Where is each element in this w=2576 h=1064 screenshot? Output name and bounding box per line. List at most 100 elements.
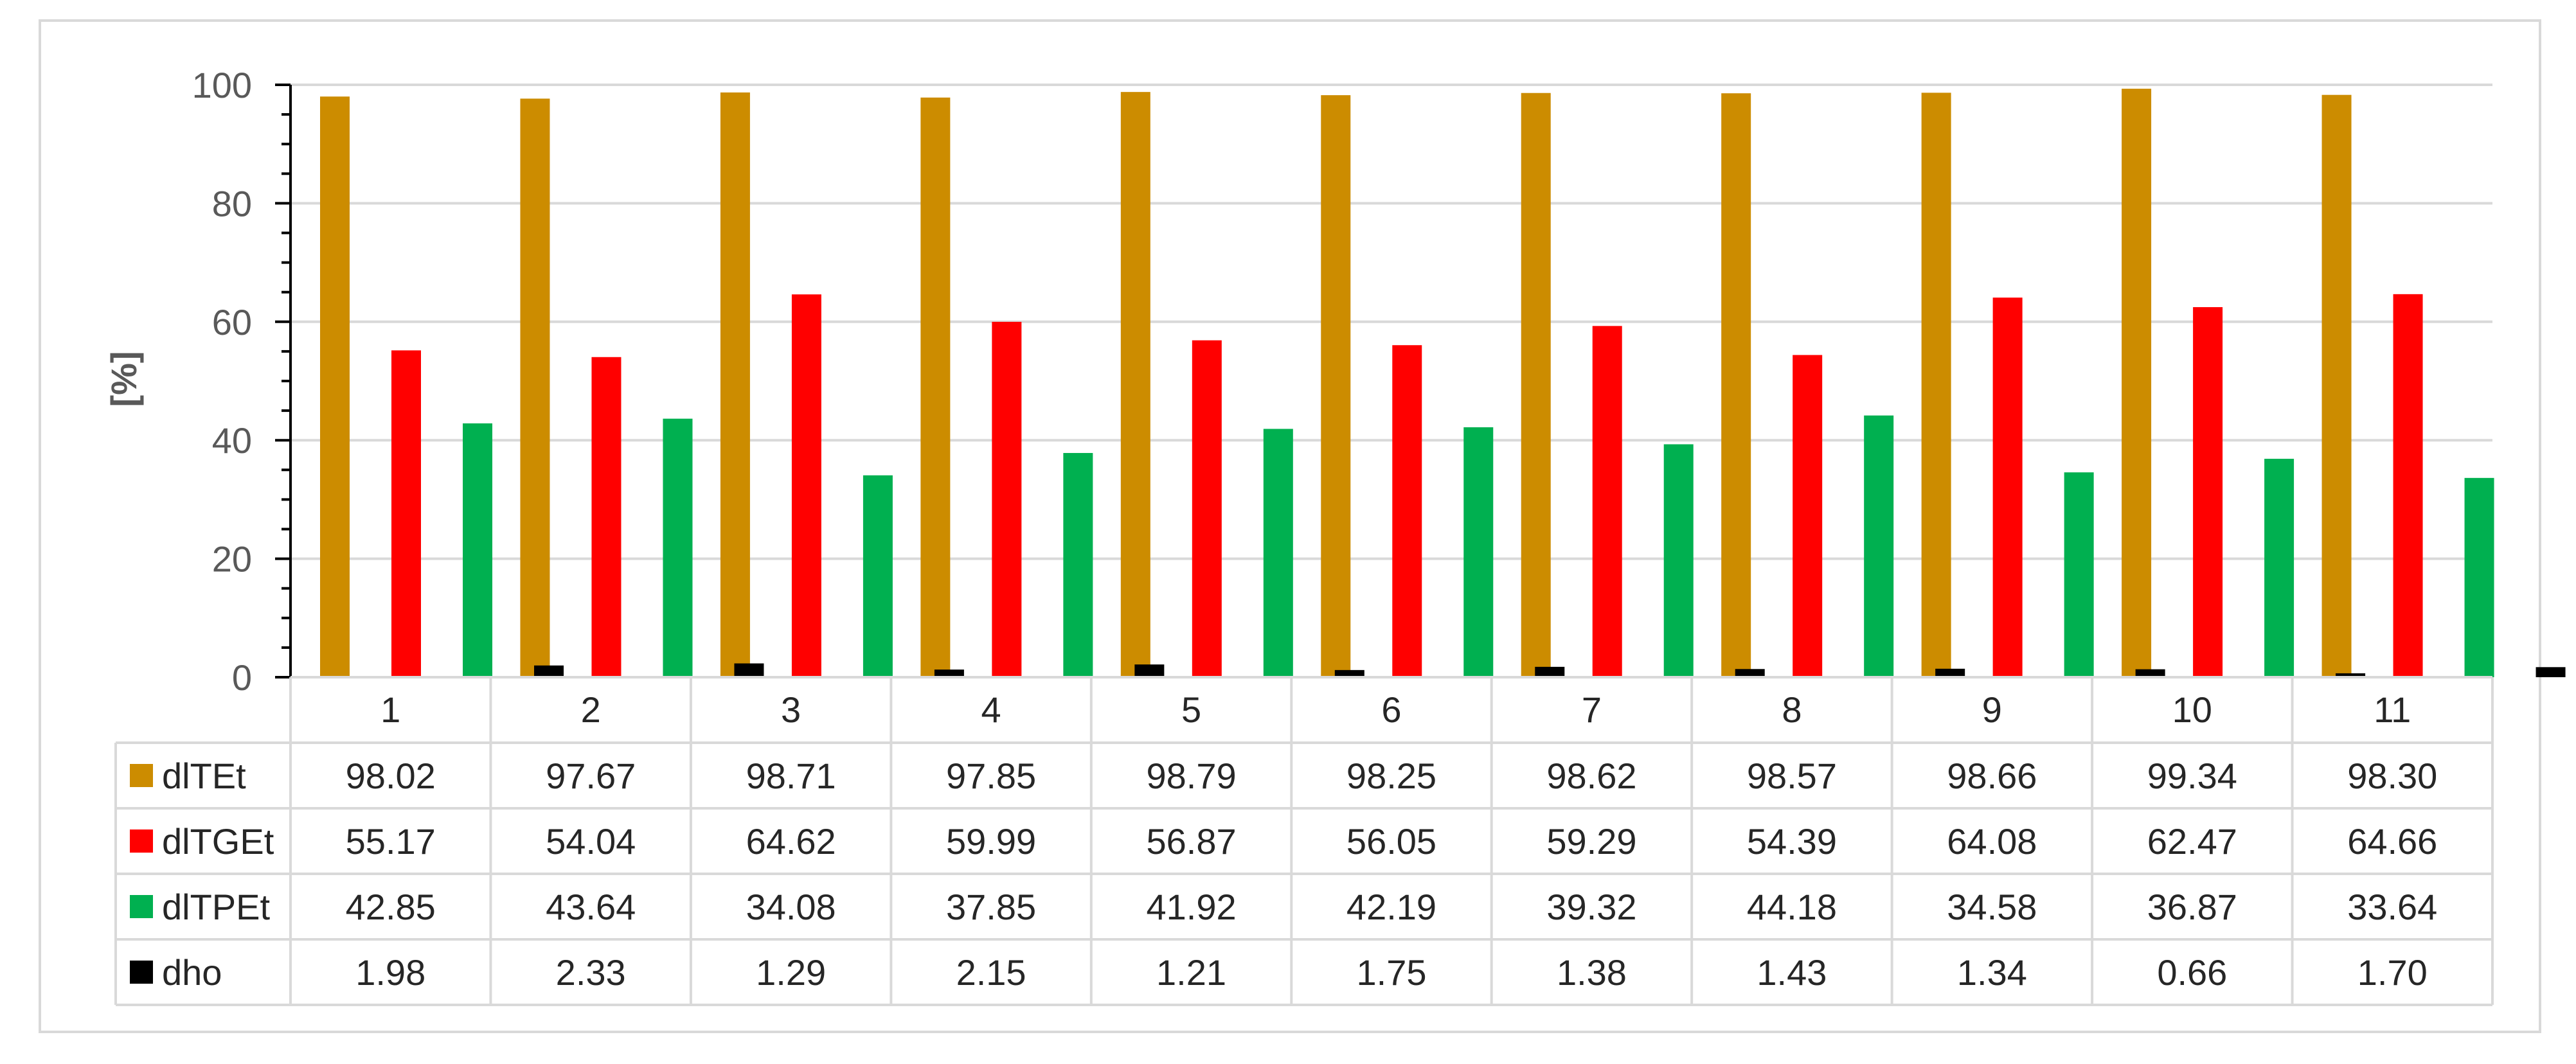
y-tick-label: 40 — [212, 420, 252, 461]
y-axis-label: [%] — [103, 351, 144, 407]
x-tick-label: 4 — [981, 689, 1001, 730]
data-label-dlTPEt-2: 43.64 — [546, 887, 636, 927]
bar-dlTPEt-4 — [1063, 453, 1093, 677]
data-label-dho-2: 2.33 — [556, 952, 626, 993]
bar-dlTEt-4 — [920, 97, 951, 677]
bar-dlTEt-8 — [1721, 93, 1751, 678]
data-label-dho-10: 0.66 — [2157, 952, 2227, 993]
data-label-dlTPEt-7: 39.32 — [1546, 887, 1636, 927]
data-label-dlTPEt-1: 42.85 — [346, 887, 436, 927]
bar-dho-8 — [1935, 668, 1965, 677]
data-label-dlTPEt-10: 36.87 — [2147, 887, 2237, 927]
x-tick-label: 10 — [2172, 689, 2212, 730]
data-label-dho-3: 1.29 — [756, 952, 826, 993]
bar-dlTEt-2 — [520, 98, 550, 677]
bar-dlTGEt-5 — [1192, 340, 1222, 677]
data-label-dlTPEt-8: 44.18 — [1747, 887, 1837, 927]
x-tick-label: 3 — [781, 689, 801, 730]
bar-dlTEt-9 — [1921, 93, 1951, 677]
data-label-dho-9: 1.34 — [1957, 952, 2027, 993]
bars — [320, 89, 2566, 678]
bar-dho-7 — [1735, 669, 1765, 677]
legend-label-dlTPEt: dlTPEt — [162, 887, 270, 927]
data-label-dlTEt-7: 98.62 — [1546, 756, 1636, 796]
bar-dlTEt-5 — [1120, 92, 1150, 678]
bar-dlTGEt-3 — [791, 294, 821, 677]
data-label-dlTEt-2: 97.67 — [546, 756, 636, 796]
data-label-dlTGEt-8: 54.39 — [1747, 821, 1837, 862]
data-label-dlTEt-10: 99.34 — [2147, 756, 2237, 796]
bar-dlTEt-10 — [2122, 89, 2152, 677]
data-label-dlTEt-9: 98.66 — [1947, 756, 2037, 796]
bar-dlTPEt-6 — [1463, 427, 1494, 677]
bar-dlTGEt-4 — [992, 321, 1022, 677]
data-label-dlTEt-4: 97.85 — [946, 756, 1036, 796]
legend-label-dho: dho — [162, 952, 222, 993]
y-tick-label: 60 — [212, 302, 252, 342]
bar-dlTPEt-7 — [1663, 444, 1694, 677]
legend-label-dlTEt: dlTEt — [162, 756, 246, 796]
bar-dho-9 — [2135, 669, 2165, 677]
y-tick-label: 80 — [212, 183, 252, 224]
bar-dlTEt-6 — [1321, 95, 1351, 677]
bar-dho-10 — [2336, 673, 2366, 677]
bar-dlTGEt-10 — [2193, 307, 2223, 677]
data-label-dho-7: 1.38 — [1557, 952, 1627, 993]
bar-dlTGEt-9 — [1992, 297, 2023, 678]
x-tick-label: 2 — [581, 689, 601, 730]
data-label-dho-5: 1.21 — [1156, 952, 1226, 993]
data-label-dlTEt-1: 98.02 — [346, 756, 436, 796]
x-tick-label: 8 — [1782, 689, 1802, 730]
data-label-dlTGEt-10: 62.47 — [2147, 821, 2237, 862]
data-label-dlTEt-8: 98.57 — [1747, 756, 1837, 796]
bar-dho-2 — [734, 663, 764, 677]
bar-dho-1 — [534, 665, 564, 677]
data-label-dlTPEt-6: 42.19 — [1346, 887, 1436, 927]
y-tick-label: 0 — [232, 657, 252, 698]
bar-dlTPEt-9 — [2064, 472, 2094, 677]
data-label-dho-8: 1.43 — [1757, 952, 1827, 993]
data-label-dlTPEt-11: 33.64 — [2347, 887, 2437, 927]
bar-dlTGEt-2 — [591, 357, 622, 677]
bar-dlTPEt-2 — [663, 418, 693, 677]
bar-dlTGEt-1 — [391, 350, 421, 677]
data-label-dlTPEt-9: 34.58 — [1947, 887, 2037, 927]
y-tick-label: 20 — [212, 539, 252, 580]
bar-dho-3 — [934, 669, 964, 677]
bar-dlTGEt-8 — [1793, 355, 1823, 677]
legend-key-dlTEt — [130, 764, 153, 787]
data-label-dho-6: 1.75 — [1357, 952, 1427, 993]
data-label-dlTEt-11: 98.30 — [2347, 756, 2437, 796]
legend-label-dlTGEt: dlTGEt — [162, 821, 274, 862]
data-label-dlTPEt-4: 37.85 — [946, 887, 1036, 927]
bar-dho-6 — [1535, 666, 1565, 677]
data-label-dlTGEt-9: 64.08 — [1947, 821, 2037, 862]
bar-dlTGEt-6 — [1392, 345, 1422, 677]
bar-dlTEt-7 — [1521, 93, 1551, 677]
data-label-dho-4: 2.15 — [956, 952, 1026, 993]
data-label-dlTEt-3: 98.71 — [746, 756, 836, 796]
data-label-dlTGEt-3: 64.62 — [746, 821, 836, 862]
bar-dho-4 — [1134, 664, 1165, 677]
data-table: 1 2 3 4 5 6 7 8 9 10 11 dlTEt 98.02 97.67 98.71 97.85 98… — [114, 676, 2494, 1006]
data-label-dlTPEt-5: 41.92 — [1146, 887, 1236, 927]
bar-dlTPEt-3 — [863, 475, 893, 677]
data-label-dlTGEt-5: 56.87 — [1146, 821, 1236, 862]
data-label-dho-1: 1.98 — [355, 952, 425, 993]
bar-dlTEt-11 — [2321, 94, 2352, 677]
y-tick-label: 100 — [192, 65, 252, 105]
data-label-dlTGEt-6: 56.05 — [1346, 821, 1436, 862]
data-label-dlTPEt-3: 34.08 — [746, 887, 836, 927]
x-tick-label: 7 — [1582, 689, 1602, 730]
bar-dlTPEt-10 — [2264, 459, 2294, 677]
bar-dlTEt-1 — [320, 96, 350, 677]
data-label-dlTEt-6: 98.25 — [1346, 756, 1436, 796]
x-tick-label: 5 — [1181, 689, 1201, 730]
bar-dlTPEt-1 — [463, 423, 492, 677]
x-tick-label: 6 — [1381, 689, 1401, 730]
data-label-dlTGEt-1: 55.17 — [346, 821, 436, 862]
data-label-dlTGEt-2: 54.04 — [546, 821, 636, 862]
bar-dlTEt-3 — [720, 92, 750, 677]
legend-key-dho — [130, 961, 153, 984]
